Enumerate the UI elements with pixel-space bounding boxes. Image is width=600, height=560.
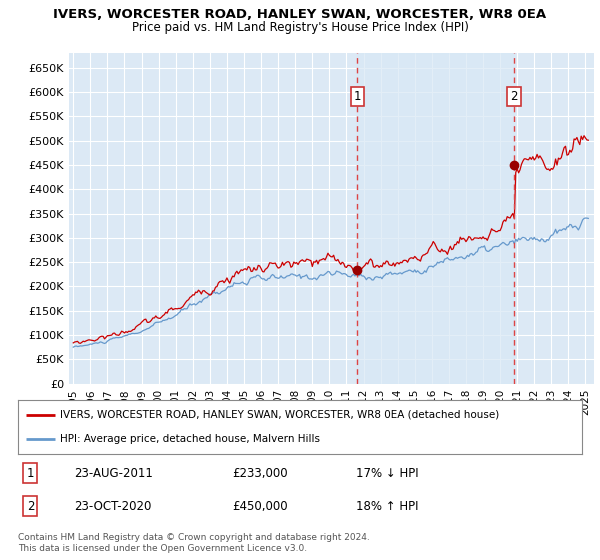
Text: £450,000: £450,000 xyxy=(232,500,288,513)
Text: Price paid vs. HM Land Registry's House Price Index (HPI): Price paid vs. HM Land Registry's House … xyxy=(131,21,469,34)
Text: Contains HM Land Registry data © Crown copyright and database right 2024.
This d: Contains HM Land Registry data © Crown c… xyxy=(18,533,370,553)
Text: HPI: Average price, detached house, Malvern Hills: HPI: Average price, detached house, Malv… xyxy=(60,434,320,444)
Text: 2: 2 xyxy=(26,500,34,513)
Text: 18% ↑ HPI: 18% ↑ HPI xyxy=(356,500,419,513)
Text: IVERS, WORCESTER ROAD, HANLEY SWAN, WORCESTER, WR8 0EA: IVERS, WORCESTER ROAD, HANLEY SWAN, WORC… xyxy=(53,8,547,21)
Text: 23-AUG-2011: 23-AUG-2011 xyxy=(74,467,153,480)
Text: £233,000: £233,000 xyxy=(232,467,288,480)
Text: 17% ↓ HPI: 17% ↓ HPI xyxy=(356,467,419,480)
Text: IVERS, WORCESTER ROAD, HANLEY SWAN, WORCESTER, WR8 0EA (detached house): IVERS, WORCESTER ROAD, HANLEY SWAN, WORC… xyxy=(60,410,500,420)
Text: 23-OCT-2020: 23-OCT-2020 xyxy=(74,500,152,513)
Text: 1: 1 xyxy=(354,90,361,104)
Text: 1: 1 xyxy=(26,467,34,480)
Bar xyxy=(358,53,514,384)
Text: 2: 2 xyxy=(510,90,518,104)
